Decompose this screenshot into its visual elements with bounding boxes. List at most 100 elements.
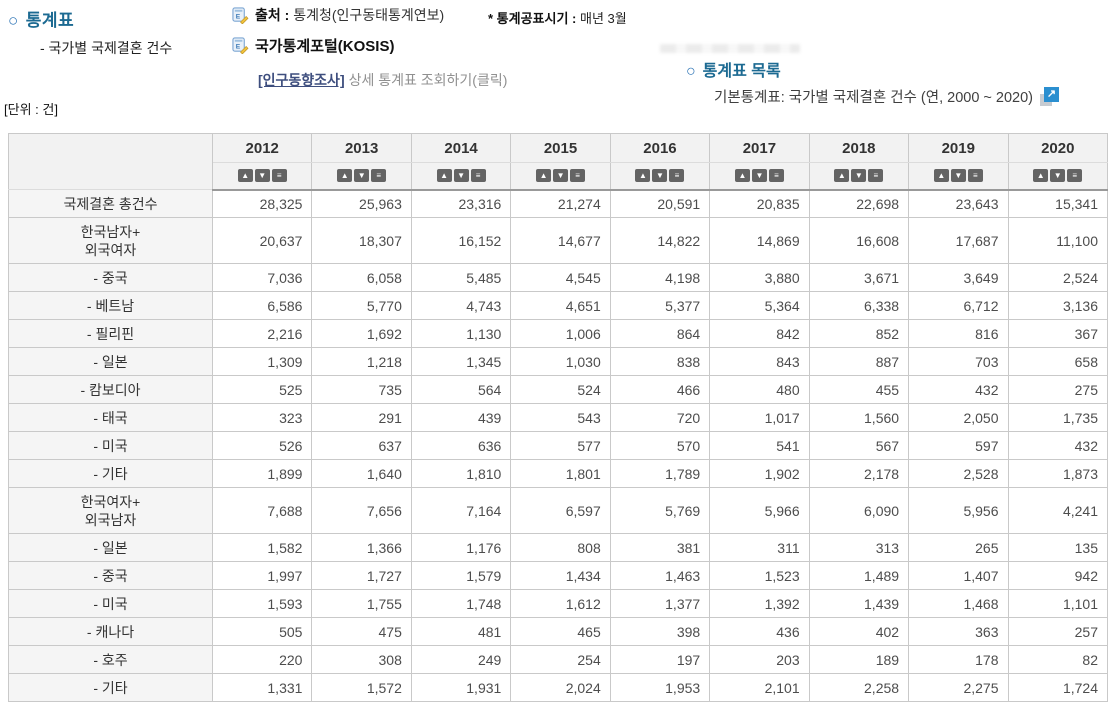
year-header-2014: 2014 xyxy=(410,133,512,163)
row-label: - 캐나다 xyxy=(8,617,213,646)
value-cell: 2,258 xyxy=(808,673,910,702)
value-cell: 16,608 xyxy=(808,217,910,264)
value-cell: 1,017 xyxy=(709,403,810,432)
row-label: 한국여자+ 외국남자 xyxy=(8,487,213,534)
value-cell: 4,743 xyxy=(410,291,512,320)
sort-menu-button[interactable]: ≡ xyxy=(768,169,784,183)
value-cell: 7,164 xyxy=(410,487,512,534)
value-cell: 5,485 xyxy=(410,263,512,292)
value-cell: 220 xyxy=(211,645,313,674)
table-row: - 일본 1,582 1,366 1,176 808 381 311 313 265 135 xyxy=(8,533,1108,562)
row-label: - 미국 xyxy=(8,589,213,618)
sort-desc-button[interactable]: ▼ xyxy=(354,169,370,183)
sort-desc-button[interactable]: ▼ xyxy=(851,169,867,183)
sort-menu-button[interactable]: ≡ xyxy=(470,169,486,183)
value-cell: 808 xyxy=(510,533,611,562)
value-cell: 5,364 xyxy=(709,291,810,320)
value-cell: 1,345 xyxy=(410,347,512,376)
sort-asc-button[interactable]: ▲ xyxy=(337,169,353,183)
value-cell: 6,058 xyxy=(311,263,412,292)
row-label: - 기타 xyxy=(8,673,213,702)
erased-text-artifact xyxy=(660,44,800,53)
table-row: - 미국 1,593 1,755 1,748 1,612 1,377 1,392 1,439 1… xyxy=(8,589,1108,618)
value-cell: 2,050 xyxy=(908,403,1009,432)
sort-asc-button[interactable]: ▲ xyxy=(237,169,253,183)
row-label: - 기타 xyxy=(8,459,213,488)
value-cell: 381 xyxy=(609,533,711,562)
value-cell: 577 xyxy=(510,431,611,460)
value-cell: 1,331 xyxy=(211,673,313,702)
sort-asc-button[interactable]: ▲ xyxy=(635,169,651,183)
value-cell: 2,178 xyxy=(808,459,910,488)
row-label: - 미국 xyxy=(8,431,213,460)
row-label: - 호주 xyxy=(8,645,213,674)
table-row: - 캐나다 505 475 481 465 398 436 402 363 257 xyxy=(8,617,1108,646)
value-cell: 466 xyxy=(609,375,711,404)
sort-asc-button[interactable]: ▲ xyxy=(1033,169,1049,183)
sort-menu-button[interactable]: ≡ xyxy=(669,169,685,183)
value-cell: 398 xyxy=(609,617,711,646)
statistics-table: 2012 2013 2014 2015 2016 2017 2018 2019 2020 ▲ ▼ ≡… xyxy=(8,133,1108,702)
external-link-icon[interactable]: ↗ xyxy=(1040,87,1059,106)
sort-desc-button[interactable]: ▼ xyxy=(254,169,270,183)
sort-desc-button[interactable]: ▼ xyxy=(553,169,569,183)
sort-controls-2019: ▲ ▼ ≡ xyxy=(908,162,1009,191)
value-cell: 505 xyxy=(211,617,313,646)
value-cell: 1,560 xyxy=(808,403,910,432)
sort-menu-button[interactable]: ≡ xyxy=(570,169,586,183)
publish-value: 매년 3월 xyxy=(580,11,627,26)
table-row: - 중국 1,997 1,727 1,579 1,434 1,463 1,523 1,489 1… xyxy=(8,561,1108,590)
value-cell: 2,101 xyxy=(709,673,810,702)
value-cell: 7,036 xyxy=(211,263,313,292)
sort-controls-2018: ▲ ▼ ≡ xyxy=(808,162,910,191)
bullet-circle-icon: ○ xyxy=(686,63,696,80)
value-cell: 3,880 xyxy=(709,263,810,292)
value-cell: 5,966 xyxy=(709,487,810,534)
sort-asc-button[interactable]: ▲ xyxy=(436,169,452,183)
value-cell: 842 xyxy=(709,319,810,348)
value-cell: 1,468 xyxy=(908,589,1009,618)
publish-label: * 통계공표시기 : xyxy=(488,11,577,26)
sort-desc-button[interactable]: ▼ xyxy=(652,169,668,183)
value-cell: 1,755 xyxy=(311,589,412,618)
value-cell: 203 xyxy=(709,645,810,674)
value-cell: 1,439 xyxy=(808,589,910,618)
value-cell: 1,593 xyxy=(211,589,313,618)
sort-menu-button[interactable]: ≡ xyxy=(271,169,287,183)
value-cell: 1,640 xyxy=(311,459,412,488)
value-cell: 14,869 xyxy=(709,217,810,264)
sort-asc-button[interactable]: ▲ xyxy=(834,169,850,183)
sort-menu-button[interactable]: ≡ xyxy=(967,169,983,183)
value-cell: 1,309 xyxy=(211,347,313,376)
value-cell: 1,579 xyxy=(410,561,512,590)
sort-menu-button[interactable]: ≡ xyxy=(371,169,387,183)
value-cell: 816 xyxy=(908,319,1009,348)
sort-menu-button[interactable]: ≡ xyxy=(868,169,884,183)
value-cell: 526 xyxy=(211,431,313,460)
table-row: - 필리핀 2,216 1,692 1,130 1,006 864 842 852 816 367 xyxy=(8,319,1108,348)
value-cell: 254 xyxy=(510,645,611,674)
sort-desc-button[interactable]: ▼ xyxy=(950,169,966,183)
value-cell: 22,698 xyxy=(808,189,910,218)
value-cell: 1,735 xyxy=(1007,403,1108,432)
value-cell: 567 xyxy=(808,431,910,460)
sort-asc-button[interactable]: ▲ xyxy=(933,169,949,183)
population-survey-link[interactable]: [인구동향조사] xyxy=(258,72,345,88)
table-row: - 기타 1,899 1,640 1,810 1,801 1,789 1,902 2,178 2… xyxy=(8,459,1108,488)
value-cell: 525 xyxy=(211,375,313,404)
sort-desc-button[interactable]: ▼ xyxy=(453,169,469,183)
value-cell: 432 xyxy=(1007,431,1108,460)
sort-menu-button[interactable]: ≡ xyxy=(1067,169,1083,183)
value-cell: 838 xyxy=(609,347,711,376)
sort-desc-button[interactable]: ▼ xyxy=(1050,169,1066,183)
sort-asc-button[interactable]: ▲ xyxy=(536,169,552,183)
table-row: - 미국 526 637 636 577 570 541 567 597 432 xyxy=(8,431,1108,460)
table-subtitle: - 국가별 국제결혼 건수 xyxy=(40,40,173,56)
external-link-icon-arrow: ↗ xyxy=(1044,87,1059,102)
table-row: - 베트남 6,586 5,770 4,743 4,651 5,377 5,364 6,338… xyxy=(8,291,1108,320)
sort-asc-button[interactable]: ▲ xyxy=(734,169,750,183)
value-cell: 308 xyxy=(311,645,412,674)
value-cell: 6,712 xyxy=(908,291,1009,320)
value-cell: 1,873 xyxy=(1007,459,1108,488)
sort-desc-button[interactable]: ▼ xyxy=(751,169,767,183)
